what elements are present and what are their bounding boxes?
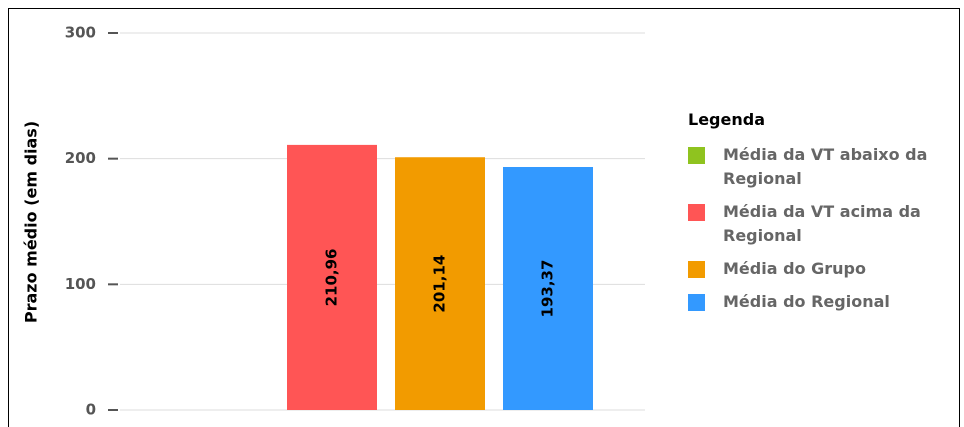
legend-swatch [688, 204, 705, 221]
bar [503, 166, 593, 410]
y-tick-label: 0 [86, 401, 96, 419]
legend-label: Média da VT acima da Regional [723, 202, 921, 245]
legend-swatch [688, 147, 705, 164]
legend-swatch [688, 294, 705, 311]
legend-label: Média do Grupo [723, 259, 866, 278]
legend-swatch [688, 261, 705, 278]
bar [287, 144, 377, 410]
y-tick-label: 100 [65, 275, 96, 293]
value-label: 201,14 [431, 255, 449, 313]
y-axis-label: Prazo médio (em dias) [22, 121, 41, 323]
legend-item: Média do Regional [688, 290, 953, 314]
legend-title: Legenda [688, 110, 765, 129]
legend-item: Média da VT abaixo da Regional [688, 143, 953, 191]
bar [395, 157, 485, 410]
y-tick-label: 300 [65, 24, 96, 42]
value-label: 193,37 [539, 260, 557, 318]
y-tick-label: 200 [65, 149, 96, 167]
frame [8, 8, 960, 427]
legend-item: Média da VT acima da Regional [688, 200, 953, 248]
value-label: 210,96 [323, 249, 341, 307]
legend-label: Média do Regional [723, 292, 890, 311]
legend: Legenda Média da VT abaixo da Regional Mé… [688, 110, 953, 323]
legend-item: Média do Grupo [688, 257, 953, 281]
legend-label: Média da VT abaixo da Regional [723, 145, 928, 188]
